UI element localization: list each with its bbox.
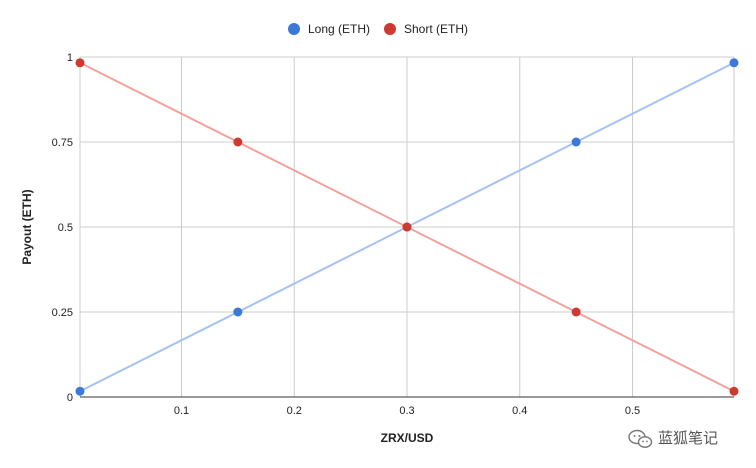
y-tick-label: 0.25 <box>52 307 73 319</box>
x-tick-label: 0.5 <box>625 405 640 417</box>
data-point-series-1 <box>75 58 85 68</box>
series-points <box>75 58 739 396</box>
wechat-icon <box>628 429 653 448</box>
axes <box>79 57 735 398</box>
data-point-series-1 <box>233 137 243 147</box>
data-point-series-1 <box>571 307 581 317</box>
x-axis-title: ZRX/USD <box>381 431 434 445</box>
tick-labels: 0 0.25 0.5 0.75 1 0.1 0.2 0.3 0.4 0.5 <box>52 52 641 417</box>
data-point-series-1 <box>729 386 739 396</box>
legend-label-0: Long (ETH) <box>308 22 370 36</box>
x-tick-label: 0.1 <box>174 405 189 417</box>
x-tick-label: 0.3 <box>399 405 414 417</box>
y-tick-label: 0.75 <box>52 137 73 149</box>
x-tick-label: 0.4 <box>512 405 527 417</box>
legend-label-1: Short (ETH) <box>404 22 468 36</box>
y-tick-label: 1 <box>67 52 73 64</box>
legend-marker-0 <box>288 23 300 35</box>
y-tick-label: 0 <box>67 392 73 404</box>
data-point-series-0 <box>75 386 85 396</box>
data-point-series-0 <box>571 137 581 147</box>
legend-marker-1 <box>384 23 396 35</box>
watermark: 蓝狐笔记 <box>628 429 718 448</box>
watermark-text: 蓝狐笔记 <box>658 429 718 447</box>
data-point-series-1 <box>402 222 412 232</box>
data-point-series-0 <box>233 307 243 317</box>
x-tick-label: 0.2 <box>287 405 302 417</box>
grid <box>80 56 734 397</box>
data-point-series-0 <box>729 58 739 68</box>
y-tick-label: 0.5 <box>58 222 73 234</box>
legend: Long (ETH) Short (ETH) <box>288 22 468 36</box>
y-axis-title: Payout (ETH) <box>20 189 34 264</box>
